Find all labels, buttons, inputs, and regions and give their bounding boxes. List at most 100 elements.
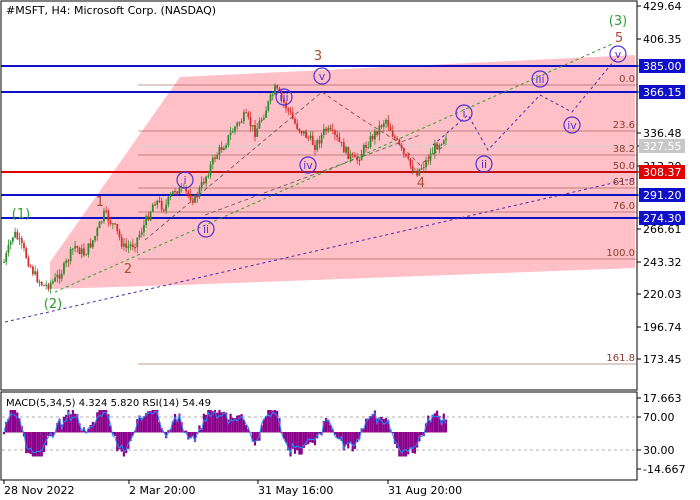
macd-bar bbox=[167, 430, 170, 433]
candle-body bbox=[136, 237, 139, 248]
macd-bar bbox=[249, 432, 252, 433]
macd-bar bbox=[29, 432, 32, 455]
wave-label-13: i bbox=[462, 107, 465, 120]
fib-label-3: 50.0 bbox=[613, 161, 635, 172]
macd-bar bbox=[69, 414, 72, 433]
price-tick-label: 243.32 bbox=[643, 256, 682, 269]
candle-body bbox=[185, 186, 188, 192]
candle-body bbox=[411, 165, 414, 172]
macd-bar bbox=[233, 418, 237, 433]
fib-label-1: 23.6 bbox=[613, 120, 635, 131]
macd-bar bbox=[411, 432, 414, 454]
candle-body bbox=[376, 130, 379, 135]
macd-bar bbox=[424, 423, 428, 433]
price-tick-label: 308.37 bbox=[643, 166, 682, 179]
candle-body bbox=[3, 262, 5, 264]
macd-bar bbox=[25, 432, 28, 454]
candle-body bbox=[174, 191, 176, 193]
candle-body bbox=[338, 137, 341, 142]
price-tick-label: 266.61 bbox=[643, 223, 682, 236]
candle-body bbox=[207, 175, 210, 177]
candle-body bbox=[198, 187, 201, 198]
candle-body bbox=[287, 108, 290, 111]
macd-bar bbox=[129, 432, 132, 442]
macd-bar bbox=[82, 427, 86, 433]
candle-body bbox=[103, 210, 105, 222]
candle-body bbox=[156, 200, 159, 205]
candle-body bbox=[371, 135, 374, 140]
candle-body bbox=[425, 160, 427, 168]
macd-bar bbox=[67, 410, 70, 433]
candle-body bbox=[382, 123, 385, 127]
candle-body bbox=[389, 126, 392, 131]
candle-body bbox=[374, 130, 376, 140]
wave-circle-8 bbox=[176, 171, 194, 189]
macd-bar bbox=[402, 432, 405, 457]
candle-body bbox=[211, 157, 214, 165]
candle-body bbox=[238, 122, 241, 124]
candle-body bbox=[163, 209, 165, 211]
macd-bar bbox=[7, 418, 10, 433]
price-label-box bbox=[639, 165, 685, 179]
candle-body bbox=[9, 241, 12, 245]
macd-bar bbox=[122, 432, 126, 457]
macd-bar bbox=[245, 425, 248, 433]
candle-body bbox=[405, 153, 407, 157]
macd-bar bbox=[156, 410, 159, 433]
macd-bar bbox=[416, 432, 419, 448]
macd-bar bbox=[62, 416, 66, 433]
candle-body bbox=[433, 143, 436, 154]
indicator-panel-frame bbox=[0, 391, 638, 481]
macd-bar bbox=[71, 410, 74, 433]
macd-bar bbox=[327, 419, 330, 433]
candle-body bbox=[227, 135, 230, 146]
candle-body bbox=[367, 146, 370, 148]
candle-body bbox=[229, 132, 232, 136]
macd-bar bbox=[442, 413, 445, 433]
macd-bar bbox=[278, 418, 281, 433]
candle-body bbox=[347, 146, 350, 160]
candle-body bbox=[36, 271, 39, 283]
macd-bar bbox=[300, 432, 303, 455]
macd-bar bbox=[151, 410, 154, 433]
macd-bar bbox=[342, 432, 345, 451]
macd-bar bbox=[42, 432, 46, 453]
macd-bar bbox=[384, 417, 388, 433]
macd-bar bbox=[356, 432, 359, 443]
candle-body bbox=[18, 238, 21, 240]
macd-bar bbox=[260, 425, 263, 433]
price-label-box bbox=[639, 188, 685, 202]
macd-bar bbox=[105, 410, 108, 433]
macd-bar bbox=[76, 414, 79, 433]
macd-bar bbox=[38, 432, 41, 457]
candle-body bbox=[89, 243, 92, 248]
macd-bar bbox=[109, 425, 112, 433]
macd-bar bbox=[2, 432, 6, 435]
candle-body bbox=[314, 144, 316, 150]
candle-body bbox=[225, 145, 228, 149]
candle-body bbox=[387, 119, 390, 127]
candle-body bbox=[422, 167, 425, 169]
candle-body bbox=[274, 85, 276, 95]
price-tick-label: 327.55 bbox=[643, 140, 682, 153]
wave-circle-9 bbox=[197, 220, 215, 238]
macd-bar bbox=[433, 413, 436, 433]
candle-body bbox=[362, 145, 365, 154]
wave-circle-14 bbox=[475, 155, 493, 173]
macd-bar bbox=[211, 411, 214, 433]
candle-body bbox=[318, 140, 321, 144]
macd-bar bbox=[118, 432, 121, 450]
candle-body bbox=[107, 210, 110, 222]
candle-body bbox=[67, 260, 70, 262]
candle-body bbox=[23, 243, 25, 249]
macd-bar bbox=[18, 418, 21, 433]
macd-bar bbox=[436, 410, 439, 433]
macd-bar bbox=[27, 432, 30, 453]
candle-body bbox=[342, 142, 345, 153]
candle-body bbox=[194, 195, 196, 203]
candle-body bbox=[58, 274, 61, 279]
candle-body bbox=[269, 94, 272, 102]
macd-bar bbox=[247, 428, 250, 433]
macd-bar bbox=[238, 415, 241, 433]
